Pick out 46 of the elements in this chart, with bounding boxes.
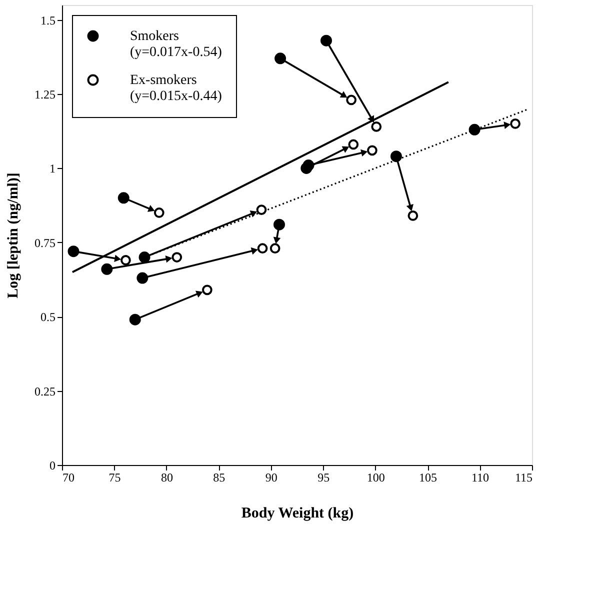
point bbox=[172, 252, 182, 262]
x-tick-label: 115 bbox=[514, 470, 532, 484]
y-tick-label: 1.25 bbox=[34, 88, 56, 102]
y-axis-title: Log [leptin (ng/ml)] bbox=[6, 172, 22, 298]
y-tick-label: 0 bbox=[50, 458, 56, 472]
x-tick-label: 90 bbox=[265, 470, 278, 484]
point bbox=[468, 124, 480, 136]
point bbox=[120, 255, 131, 266]
x-tick-label: 85 bbox=[213, 470, 226, 484]
x-tick-label: 105 bbox=[419, 470, 438, 484]
point bbox=[138, 252, 150, 263]
point bbox=[302, 160, 314, 171]
point bbox=[367, 145, 378, 156]
point bbox=[68, 246, 80, 258]
y-tick-label: 0.25 bbox=[34, 384, 56, 398]
point bbox=[320, 34, 332, 46]
point bbox=[154, 208, 164, 218]
point bbox=[118, 192, 130, 204]
point bbox=[371, 122, 382, 132]
point bbox=[348, 139, 359, 150]
legend-label: Ex-smokers (y=0.015x-0.44) bbox=[130, 73, 222, 104]
point bbox=[510, 118, 520, 129]
y-tick-label: 1 bbox=[50, 162, 56, 176]
x-tick-label: 95 bbox=[318, 470, 330, 484]
point bbox=[390, 150, 402, 162]
x-tick-label: 80 bbox=[160, 470, 173, 484]
x-tick-label: 70 bbox=[62, 470, 74, 484]
y-tick-label: 0.5 bbox=[40, 310, 56, 324]
point bbox=[274, 218, 285, 230]
point bbox=[136, 272, 148, 284]
point bbox=[256, 204, 267, 215]
point bbox=[346, 94, 356, 106]
x-tick-label: 110 bbox=[471, 470, 490, 484]
x-tick-label: 100 bbox=[366, 470, 385, 484]
point bbox=[101, 263, 113, 275]
point bbox=[270, 243, 280, 254]
point bbox=[129, 314, 141, 326]
x-tick-label: 75 bbox=[108, 470, 121, 484]
legend-label: Smokers (y=0.017x-0.54) bbox=[130, 29, 222, 60]
y-tick-label: 0.75 bbox=[34, 236, 56, 250]
point bbox=[274, 52, 286, 64]
y-tick-label: 1.5 bbox=[40, 13, 56, 28]
point bbox=[257, 243, 268, 254]
point bbox=[408, 210, 418, 221]
x-axis-title: Body Weight (kg) bbox=[241, 506, 354, 522]
point bbox=[202, 284, 212, 296]
